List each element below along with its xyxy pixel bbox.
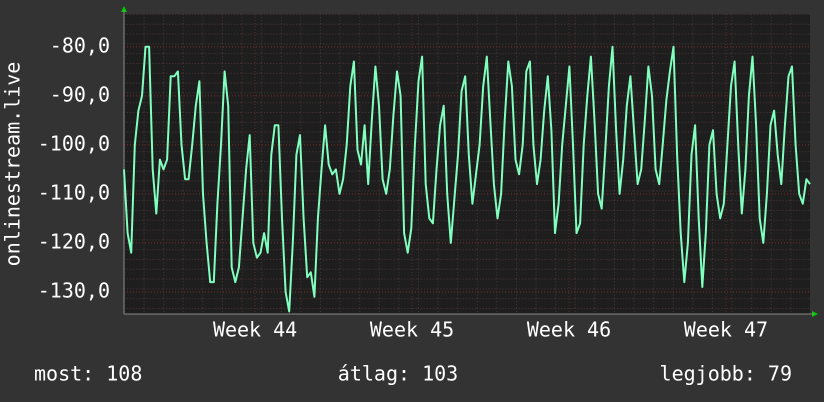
axis-arrow — [121, 6, 127, 12]
y-tick-label: -120,0 — [38, 229, 110, 253]
x-tick-label: Week 47 — [684, 318, 768, 342]
marks: -80,0 -90,0 -100,0 -110,0 -120,0 -130,0 Week 4… — [38, 10, 814, 342]
y-tick-label: -100,0 — [38, 131, 110, 155]
footer-current: most: 108 — [34, 362, 142, 386]
y-axis-label: onlinestream.live — [1, 62, 25, 267]
footer-average: átlag: 103 — [338, 362, 458, 386]
x-tick-label: Week 45 — [370, 318, 454, 342]
y-tick-label: -90,0 — [50, 82, 110, 106]
footer-max: legjobb: 79 — [660, 362, 792, 386]
x-tick-label: Week 46 — [527, 318, 611, 342]
axis-arrow — [812, 311, 818, 317]
y-tick-label: -80,0 — [50, 33, 110, 57]
minor-grid — [124, 14, 810, 314]
x-tick-label: Week 44 — [213, 318, 297, 342]
data-line — [123, 45, 811, 313]
y-tick-label: -130,0 — [38, 278, 110, 302]
y-tick-label: -110,0 — [38, 180, 110, 204]
